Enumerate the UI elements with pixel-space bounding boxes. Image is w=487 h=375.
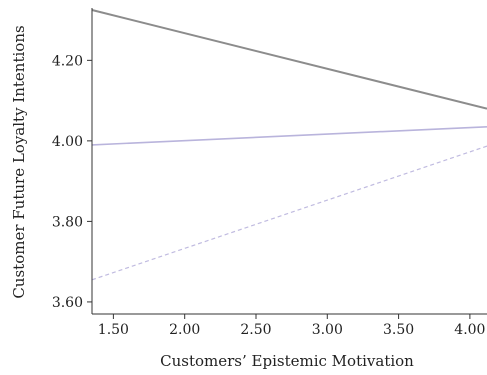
x-tick-label: 4.00 <box>454 322 485 338</box>
series-line-1 <box>91 9 487 110</box>
y-tick-label: 4.20 <box>52 53 83 69</box>
y-tick-label: 3.80 <box>52 214 83 230</box>
x-tick-label: 3.50 <box>383 322 414 338</box>
y-ticks: 3.60 3.80 4.00 4.20 <box>52 53 92 311</box>
series-line-2 <box>91 125 487 146</box>
y-tick-label: 3.60 <box>52 295 83 311</box>
x-tick-label: 3.00 <box>312 322 343 338</box>
x-tick-label: 1.50 <box>98 322 129 338</box>
x-axis-label: Customers’ Epistemic Motivation <box>160 352 414 370</box>
x-ticks: 1.50 2.00 2.50 3.00 3.50 4.00 <box>98 314 485 338</box>
y-tick-label: 4.00 <box>52 134 83 150</box>
x-tick-label: 2.50 <box>240 322 271 338</box>
y-axis-label: Customer Future Loyalty Intentions <box>10 25 28 298</box>
series-line-3 <box>91 145 487 281</box>
plot-lines <box>91 9 487 281</box>
x-tick-label: 2.00 <box>169 322 200 338</box>
